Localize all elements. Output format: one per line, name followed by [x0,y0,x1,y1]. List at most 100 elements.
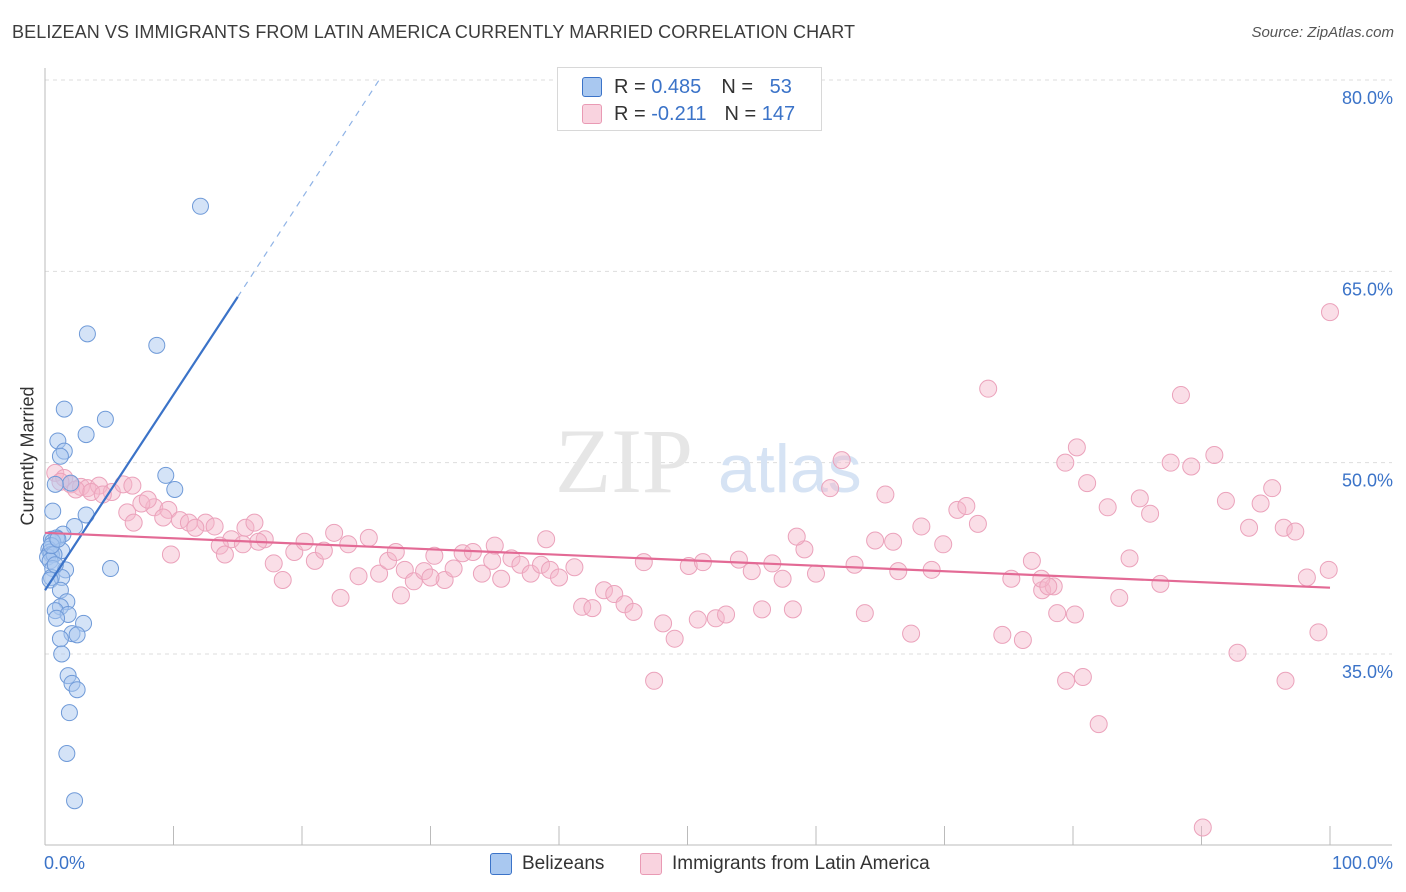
data-point-immigrants [993,625,1012,644]
data-point-immigrants [492,569,511,588]
y-tick-label: 50.0% [1342,471,1393,491]
data-point-immigrants [1141,504,1160,523]
data-point-belizeans [166,480,184,498]
data-point-immigrants [1263,479,1282,498]
data-point-immigrants [314,541,333,560]
data-point-immigrants [934,535,953,554]
data-point-immigrants [1120,549,1139,568]
data-point-immigrants [370,564,389,583]
data-point-immigrants [845,555,864,574]
data-point-immigrants [1056,453,1075,472]
data-point-belizeans [157,466,175,484]
data-point-immigrants [688,610,707,629]
data-point-belizeans [46,475,64,493]
watermark: ZIP atlas [555,410,862,512]
data-point-belizeans [55,400,73,418]
data-point-belizeans [77,426,95,444]
legend-r-label: R = [614,102,646,125]
data-point-immigrants [205,517,224,536]
data-point-immigrants [82,483,101,502]
data-point-immigrants [1274,518,1293,537]
data-point-immigrants [876,485,895,504]
tick-labels: 35.0% 50.0% 65.0% 80.0% 0.0% 100.0% [44,88,1393,873]
data-point-immigrants [968,514,987,533]
data-point-immigrants [634,553,653,572]
legend-n-value: 53 [769,75,792,98]
data-point-immigrants [245,513,264,532]
data-point-immigrants [783,600,802,619]
data-point-immigrants [233,535,252,554]
data-point-immigrants [502,549,521,568]
data-point-immigrants [537,530,556,549]
data-point-immigrants [264,554,283,573]
data-point-belizeans [58,744,76,762]
data-point-immigrants [550,568,568,587]
data-point-immigrants [186,518,205,537]
data-point-belizeans [60,704,78,722]
data-point-belizeans [51,630,69,648]
trend-line-belizeans-extension [237,79,380,298]
source-label: Source: ZipAtlas.com [1251,24,1394,41]
data-point-immigrants [624,602,643,621]
data-point-belizeans [62,474,80,492]
data-point-immigrants [215,545,234,564]
data-point-immigrants [729,550,748,569]
data-point-immigrants [773,569,792,588]
data-point-immigrants [706,609,725,628]
data-point-immigrants [339,535,358,554]
data-point-immigrants [386,542,405,561]
data-point-immigrants [1130,489,1149,508]
data-point-immigrants [787,527,806,546]
data-point-belizeans [68,626,86,644]
data-point-immigrants [1151,574,1170,593]
data-point-belizeans [102,560,120,578]
trend-line-belizeans [44,296,239,591]
data-point-immigrants [541,560,560,579]
data-point-immigrants [957,497,976,516]
data-point-immigrants [425,546,444,565]
legend-n-label: N = [724,102,757,125]
data-point-immigrants [1309,623,1328,642]
data-point-immigrants [511,555,530,574]
data-point-immigrants [902,624,921,643]
legend-swatch-pink [582,104,602,124]
data-point-immigrants [123,476,142,495]
data-point-immigrants [1182,457,1201,476]
data-point-immigrants [1013,630,1032,649]
data-point-immigrants [889,562,908,581]
data-point-immigrants [1251,494,1270,513]
data-point-immigrants [359,528,378,547]
data-point-belizeans [49,530,67,548]
data-point-immigrants [222,530,241,549]
data-point-immigrants [979,379,998,398]
data-point-immigrants [821,479,840,498]
data-point-immigrants [331,588,350,607]
series-belizeans-points [39,197,209,810]
watermark-atlas: atlas [718,431,862,507]
data-point-immigrants [391,586,410,605]
data-point-immigrants [1276,671,1295,690]
data-point-immigrants [1319,560,1338,579]
axes [44,68,1392,846]
data-point-immigrants [415,562,434,581]
data-point-immigrants [1240,518,1259,537]
y-axis-label: Currently Married [17,386,38,526]
data-point-belizeans [191,197,209,215]
bottom-legend-swatch-pink [640,853,662,875]
data-point-belizeans [53,645,71,663]
data-point-immigrants [742,562,761,581]
data-point-immigrants [1286,522,1305,541]
data-point-immigrants [1039,577,1058,596]
data-point-immigrants [444,559,463,578]
data-point-belizeans [48,609,66,627]
data-point-immigrants [1073,667,1092,686]
data-point-immigrants [884,532,903,551]
bottom-legend-swatch-blue [490,853,512,875]
data-point-belizeans [96,410,114,428]
data-point-immigrants [645,671,664,690]
data-point-immigrants [521,564,540,583]
legend-row-belizeans: R = 0.485 N = 53 [582,75,792,99]
data-point-immigrants [138,490,157,509]
data-point-immigrants [485,536,504,555]
data-point-immigrants [349,567,368,586]
